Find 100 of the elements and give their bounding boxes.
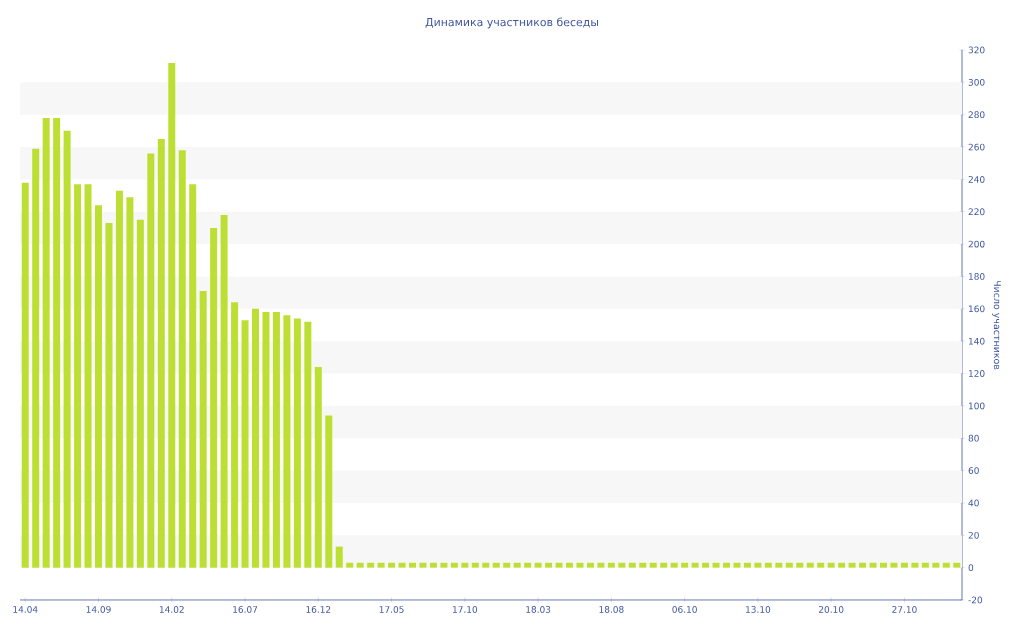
bar [136,219,144,568]
y-tick-label: -20 [968,596,983,604]
bar [314,367,322,568]
bar [252,308,260,568]
bar [848,562,856,568]
bar [513,562,521,568]
bar [586,562,594,568]
y-tick-label: 100 [969,402,985,410]
bar [126,197,134,568]
y-tick-label: 60 [968,467,979,474]
bar [921,562,929,568]
bar [607,562,615,568]
bar [84,184,92,568]
x-tick-label: 16.12 [306,606,331,613]
bar [743,562,751,568]
bar [911,562,919,568]
bar [115,190,123,568]
bar [890,562,898,568]
bar [639,562,647,568]
bar [409,562,417,568]
bar [681,562,689,568]
bar [534,562,542,568]
bar [785,562,793,568]
x-tick-label: 16.07 [233,606,258,613]
y-tick-label: 280 [968,111,985,119]
bar [461,562,469,568]
bar [147,153,155,568]
x-tick-label: 14.02 [159,606,184,613]
bar [764,562,772,568]
bar [712,562,720,568]
bar [231,302,239,568]
bar [566,562,574,568]
bar [74,184,82,568]
y-tick-label: 140 [969,337,985,345]
y-tick-label: 180 [969,273,985,280]
y-tick-label: 0 [968,564,974,572]
bar [53,117,61,568]
bar [283,315,291,568]
x-tick-label: 18.08 [599,606,624,613]
bar [555,562,563,568]
bar [346,562,354,568]
bar [806,562,814,568]
y-tick-label: 220 [968,208,985,216]
bar [42,117,50,568]
bar [388,562,396,568]
bar [859,562,867,568]
y-tick-label: 20 [968,531,979,539]
x-tick-label: 14.09 [86,606,111,613]
bar [932,562,940,568]
x-tick-label: 27.10 [892,606,917,613]
bar [827,562,835,568]
bar [880,562,888,568]
x-tick-label: 17.05 [379,606,404,613]
y-tick-label: 40 [968,499,979,507]
bar [545,562,553,568]
bar [335,546,343,568]
bar [356,562,364,568]
bar [796,562,804,568]
bar [492,562,500,568]
bar [105,223,113,568]
bar [168,62,176,568]
bar [754,562,762,568]
bar [241,320,249,568]
y-axis-title: Число участников [991,280,1001,370]
y-tick-label: 260 [968,143,985,151]
bar [576,562,584,568]
bar [189,184,197,568]
bar [450,562,458,568]
bar [482,562,490,568]
bar [367,562,375,568]
x-tick-label: 14.04 [13,606,38,613]
bar [660,562,668,568]
bar [63,130,71,568]
bar [503,562,511,568]
x-tick-label: 17.10 [452,606,478,613]
chart-title: Динамика участников беседы [425,17,598,29]
y-tick-label: 80 [968,434,979,442]
bar [775,562,783,568]
y-tick-label: 160 [969,305,985,313]
bar [691,562,699,568]
x-tick-label: 06.10 [672,606,697,613]
bar [178,150,186,568]
bar [649,562,657,568]
x-tick-label: 13.10 [746,606,771,613]
bar [157,138,165,568]
bar [419,562,427,568]
bar [293,318,301,568]
y-tick-label: 320 [968,46,985,54]
bar [440,562,448,568]
bar [524,562,532,568]
bar [210,227,218,568]
bar [377,562,385,568]
bar [900,562,908,568]
bar [702,562,710,568]
bar [21,182,29,568]
bar [869,562,877,568]
y-tick-label: 120 [969,370,985,377]
bar [817,562,825,568]
bar [670,562,678,568]
y-tick-label: 200 [968,240,985,248]
